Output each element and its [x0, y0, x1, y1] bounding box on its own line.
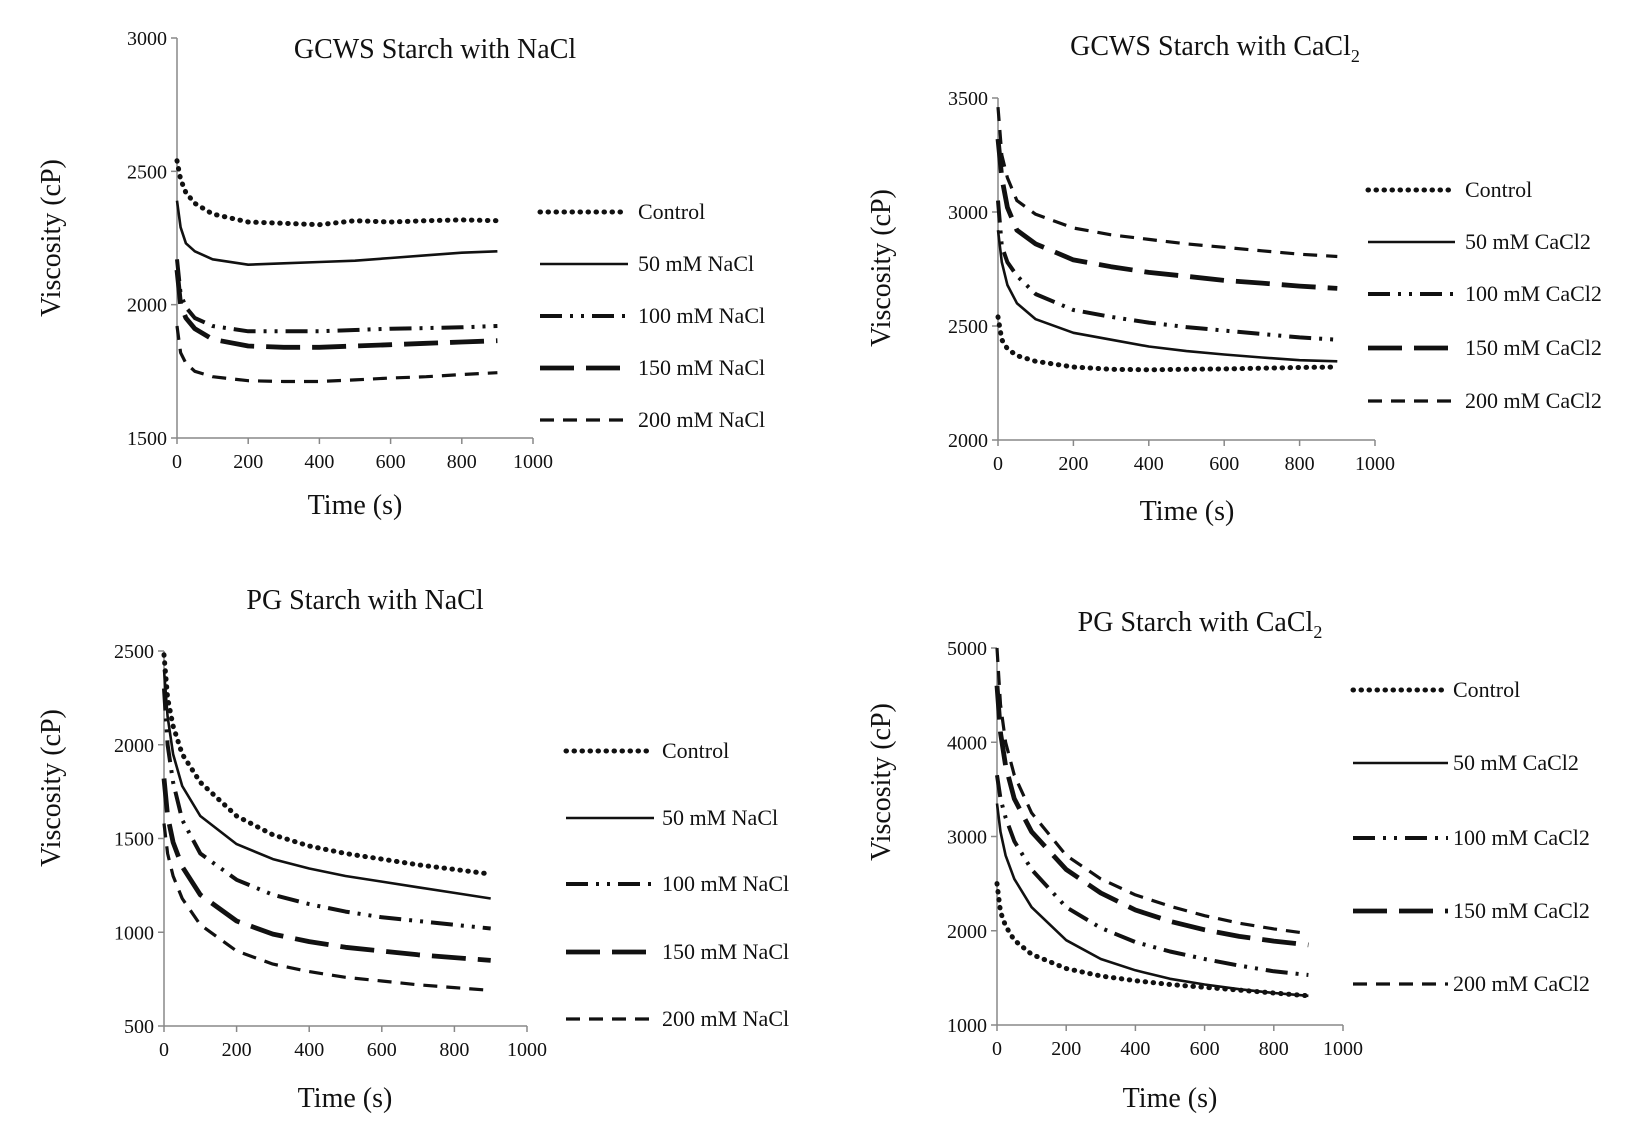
legend-label-4: 150 mM NaCl	[638, 355, 765, 380]
y-tick-label: 1500	[114, 829, 154, 851]
x-tick-label: 600	[376, 451, 406, 473]
x-tick-label: 400	[1120, 1038, 1150, 1060]
legend-label-4: 150 mM CaCl2	[1453, 898, 1590, 923]
y-tick-label: 2500	[948, 316, 988, 338]
legend-label-3: 100 mM CaCl2	[1453, 825, 1590, 850]
series-line-5	[162, 823, 491, 992]
series-line-1	[174, 158, 500, 228]
chart-title: GCWS Starch with NaCl	[294, 34, 577, 65]
series-line-4	[174, 269, 498, 350]
chart-panel-3: 500 1000 1500 2000 2500 0 200 400 600 800 1000 PG S…	[36, 585, 789, 1114]
x-tick-label: 200	[233, 451, 263, 473]
legend-label-1: Control	[1465, 177, 1532, 202]
series-line-3	[996, 200, 1338, 342]
legend-label-5: 200 mM CaCl2	[1453, 971, 1590, 996]
legend-label-2: 50 mM CaCl2	[1453, 750, 1579, 775]
y-tick-label: 3000	[127, 28, 167, 50]
legend-label-1: Control	[638, 199, 705, 224]
legend-label-1: Control	[662, 738, 729, 763]
legend-label-3: 100 mM CaCl2	[1465, 281, 1602, 306]
legend-label-1: Control	[1453, 677, 1520, 702]
legend-label-5: 200 mM CaCl2	[1465, 388, 1602, 413]
chart-title: GCWS Starch with CaCl2	[1070, 31, 1360, 66]
y-tick-label: 1500	[127, 428, 167, 450]
chart-panel-2: 2000 2500 3000 3500 0 200 400 600 800 1000 GCWS St…	[866, 31, 1602, 527]
legend-label-2: 50 mM NaCl	[638, 251, 754, 276]
series-line-3	[162, 688, 491, 931]
series-line-1	[161, 652, 494, 877]
x-axis-label: Time (s)	[298, 1083, 393, 1114]
x-tick-label: 600	[1209, 453, 1239, 475]
y-tick-label: 1000	[947, 1015, 987, 1037]
x-tick-label: 1000	[507, 1039, 547, 1061]
x-tick-label: 800	[1285, 453, 1315, 475]
series-line-3	[175, 259, 498, 334]
x-tick-label: 200	[1058, 453, 1088, 475]
series-line-5	[996, 106, 1338, 259]
x-tick-label: 1000	[513, 451, 553, 473]
x-axis-label: Time (s)	[1123, 1083, 1218, 1114]
legend-label-3: 100 mM NaCl	[662, 871, 789, 896]
series-line-5	[995, 647, 1309, 936]
y-tick-label: 3000	[947, 827, 987, 849]
series-line-2	[995, 803, 1309, 998]
series-line-5	[175, 325, 498, 384]
y-axis-label: Viscosity (cP)	[36, 709, 67, 867]
series-line-2	[996, 230, 1338, 363]
chart-panel-4: 1000 2000 3000 4000 5000 0 200 400 600 800 1000 PG …	[866, 607, 1590, 1114]
chart-panel-1: 1500 2000 2500 3000 0 200 400 600 800 1000 GCWS St…	[36, 28, 765, 521]
legend-label-5: 200 mM NaCl	[638, 407, 765, 432]
x-tick-label: 400	[1134, 453, 1164, 475]
y-tick-label: 2000	[127, 295, 167, 317]
y-tick-label: 3000	[948, 202, 988, 224]
y-axis-label: Viscosity (cP)	[866, 189, 897, 347]
x-tick-label: 400	[304, 451, 334, 473]
x-axis-label: Time (s)	[1140, 496, 1235, 527]
y-tick-label: 5000	[947, 638, 987, 660]
x-tick-label: 0	[172, 451, 182, 473]
y-tick-label: 3500	[948, 88, 988, 110]
legend-label-3: 100 mM NaCl	[638, 303, 765, 328]
y-tick-label: 4000	[947, 732, 987, 754]
x-tick-label: 800	[1259, 1038, 1289, 1060]
legend-label-2: 50 mM NaCl	[662, 805, 778, 830]
legend-label-5: 200 mM NaCl	[662, 1006, 789, 1031]
x-tick-label: 0	[159, 1039, 169, 1061]
legend-label-2: 50 mM CaCl2	[1465, 229, 1591, 254]
y-tick-label: 2500	[127, 161, 167, 183]
series-line-4	[995, 138, 1338, 291]
y-axis-label: Viscosity (cP)	[866, 703, 897, 861]
series-line-1	[995, 314, 1340, 373]
x-tick-label: 400	[294, 1039, 324, 1061]
series-line-2	[162, 669, 491, 900]
series-line-2	[175, 200, 498, 267]
chart-title: PG Starch with NaCl	[246, 585, 483, 616]
x-tick-label: 1000	[1355, 453, 1395, 475]
legend-label-4: 150 mM NaCl	[662, 939, 789, 964]
x-tick-label: 0	[992, 1038, 1002, 1060]
y-axis-label: Viscosity (cP)	[36, 159, 67, 317]
x-tick-label: 600	[1190, 1038, 1220, 1060]
x-tick-label: 200	[222, 1039, 252, 1061]
legend-label-4: 150 mM CaCl2	[1465, 335, 1602, 360]
x-tick-label: 0	[993, 453, 1003, 475]
series-line-4	[161, 778, 491, 963]
x-tick-label: 200	[1051, 1038, 1081, 1060]
y-tick-label: 2000	[948, 430, 988, 452]
x-tick-label: 800	[447, 451, 477, 473]
series-line-3	[995, 774, 1309, 977]
y-tick-label: 2000	[947, 921, 987, 943]
x-tick-label: 800	[439, 1039, 469, 1061]
x-axis-label: Time (s)	[308, 490, 403, 521]
y-tick-label: 500	[124, 1016, 154, 1038]
y-tick-label: 1000	[114, 922, 154, 944]
x-tick-label: 1000	[1323, 1038, 1363, 1060]
y-tick-label: 2500	[114, 641, 154, 663]
series-line-4	[994, 685, 1309, 948]
x-tick-label: 600	[367, 1039, 397, 1061]
y-tick-label: 2000	[114, 735, 154, 757]
chart-title: PG Starch with CaCl2	[1078, 607, 1323, 642]
